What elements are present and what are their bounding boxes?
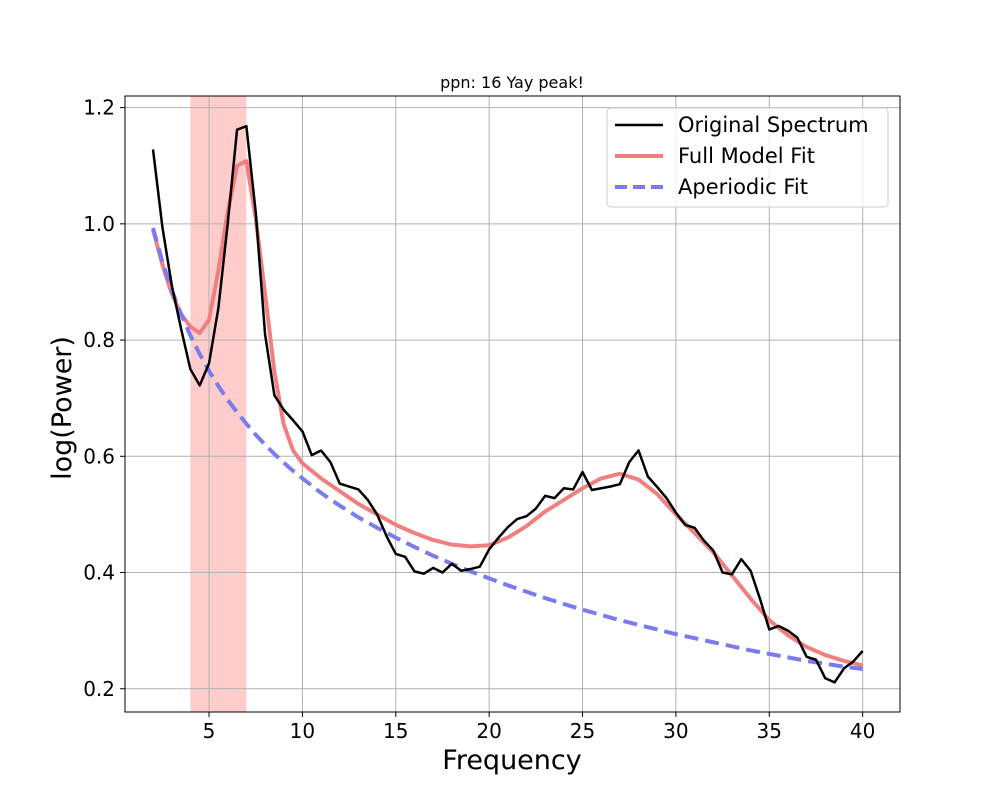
legend-label: Aperiodic Fit <box>678 175 808 199</box>
y-tick-label: 1.0 <box>83 212 115 236</box>
legend-label: Original Spectrum <box>678 113 869 137</box>
x-tick-label: 40 <box>850 719 875 743</box>
series-line-aperiodic-fit <box>151 227 863 671</box>
y-axis-ticks: 0.2 0.4 0.6 0.8 1.0 1.2 <box>83 96 125 701</box>
x-axis-label: Frequency <box>442 745 582 776</box>
y-tick-label: 0.4 <box>83 561 115 585</box>
y-tick-label: 0.2 <box>83 677 115 701</box>
chart-title: ppn: 16 Yay peak! <box>440 73 584 92</box>
legend: Original Spectrum Full Model Fit Aperiodic… <box>606 107 889 208</box>
legend-label: Full Model Fit <box>678 144 815 168</box>
x-tick-label: 25 <box>570 719 595 743</box>
x-axis-ticks: 5 10 15 20 25 30 35 40 <box>203 712 875 743</box>
x-tick-label: 30 <box>663 719 688 743</box>
x-tick-label: 5 <box>203 719 216 743</box>
legend-items: Original Spectrum Full Model Fit Aperiodic… <box>615 113 869 199</box>
series-line-original-spectrum <box>151 124 864 684</box>
x-tick-label: 10 <box>290 719 315 743</box>
x-tick-label: 20 <box>476 719 501 743</box>
axes-frame <box>124 95 901 713</box>
series-line-full-model-fit <box>151 159 864 668</box>
shaded-band <box>190 96 247 712</box>
x-tick-label: 15 <box>383 719 408 743</box>
y-tick-label: 1.2 <box>83 96 115 120</box>
legend-box <box>606 107 889 208</box>
x-tick-label: 35 <box>757 719 782 743</box>
y-tick-label: 0.6 <box>83 444 115 468</box>
y-tick-label: 0.8 <box>83 328 115 352</box>
series-layer <box>151 124 864 684</box>
y-axis-label: log(Power) <box>47 336 78 480</box>
